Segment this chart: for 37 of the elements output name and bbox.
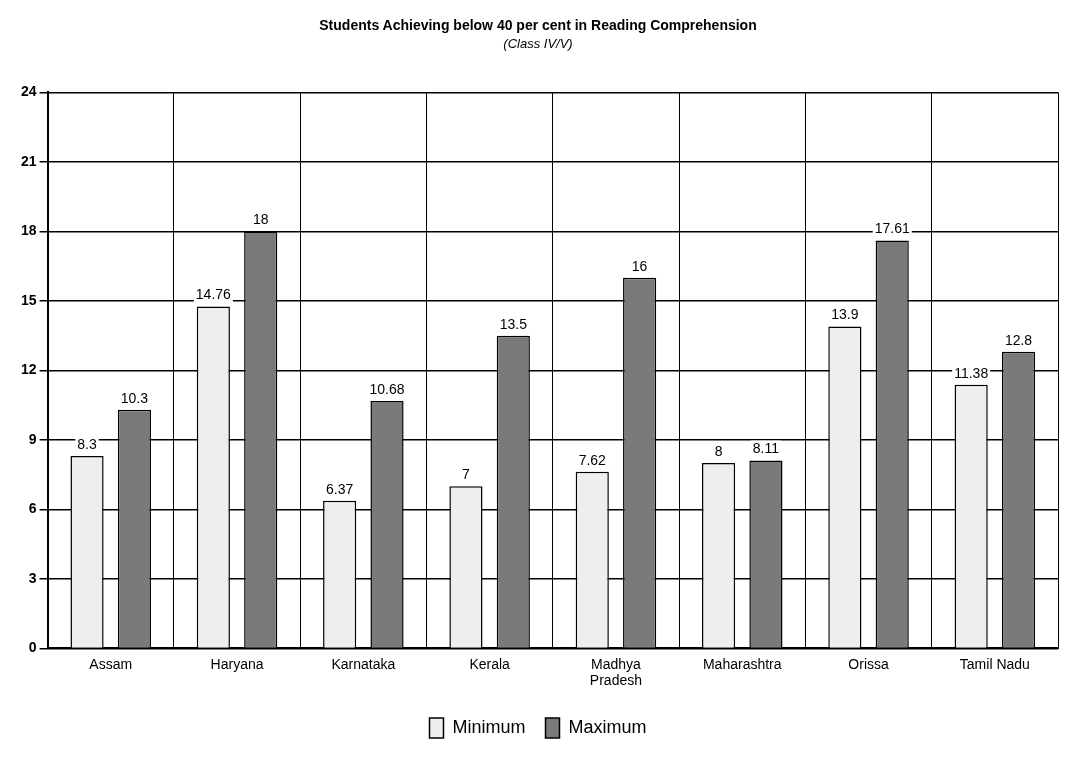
data-label: 14.76 (195, 286, 232, 303)
legend-label: Maximum (568, 716, 647, 737)
data-label: 7 (462, 466, 471, 483)
y-tick-label: 9 (28, 430, 37, 447)
data-label: 18 (252, 211, 269, 228)
data-label: 11.38 (954, 364, 989, 381)
x-tick-label: Assam (89, 655, 133, 672)
x-tick-label: Madhya Pradesh (589, 655, 643, 689)
x-tick-label: Tamil Nadu (959, 655, 1030, 672)
y-tick-label: 6 (28, 500, 37, 517)
chart-title: Students Achieving below 40 per cent in Reading Comprehension (319, 17, 757, 34)
chart-subtitle: (Class IV/V) (503, 36, 573, 52)
y-tick-label: 18 (20, 222, 37, 239)
data-label: 10.3 (120, 389, 149, 406)
data-label: 13.9 (831, 306, 859, 323)
y-tick-label: 24 (20, 83, 37, 100)
data-label: 8.11 (752, 440, 780, 457)
y-tick-label: 3 (28, 569, 37, 586)
x-tick-label: Maharashtra (702, 655, 782, 672)
y-tick-label: 21 (20, 152, 37, 169)
x-tick-label: Karnataka (331, 655, 396, 672)
y-tick-label: 0 (28, 639, 37, 656)
data-label: 8.3 (77, 435, 97, 452)
legend-label: Minimum (452, 716, 526, 737)
data-label: 10.68 (369, 380, 405, 397)
x-tick-label: Orissa (848, 655, 889, 672)
data-label: 16 (631, 257, 648, 274)
x-tick-label: Kerala (469, 655, 511, 672)
data-label: 17.61 (874, 220, 910, 237)
y-tick-label: 15 (20, 291, 37, 308)
y-tick-label: 12 (20, 361, 37, 378)
data-label: 12.8 (1004, 331, 1033, 348)
data-label: 8 (714, 442, 723, 459)
data-label: 6.37 (326, 480, 354, 497)
x-tick-label: Haryana (210, 655, 264, 672)
data-label: 13.5 (499, 315, 528, 332)
data-label: 7.62 (578, 451, 607, 468)
